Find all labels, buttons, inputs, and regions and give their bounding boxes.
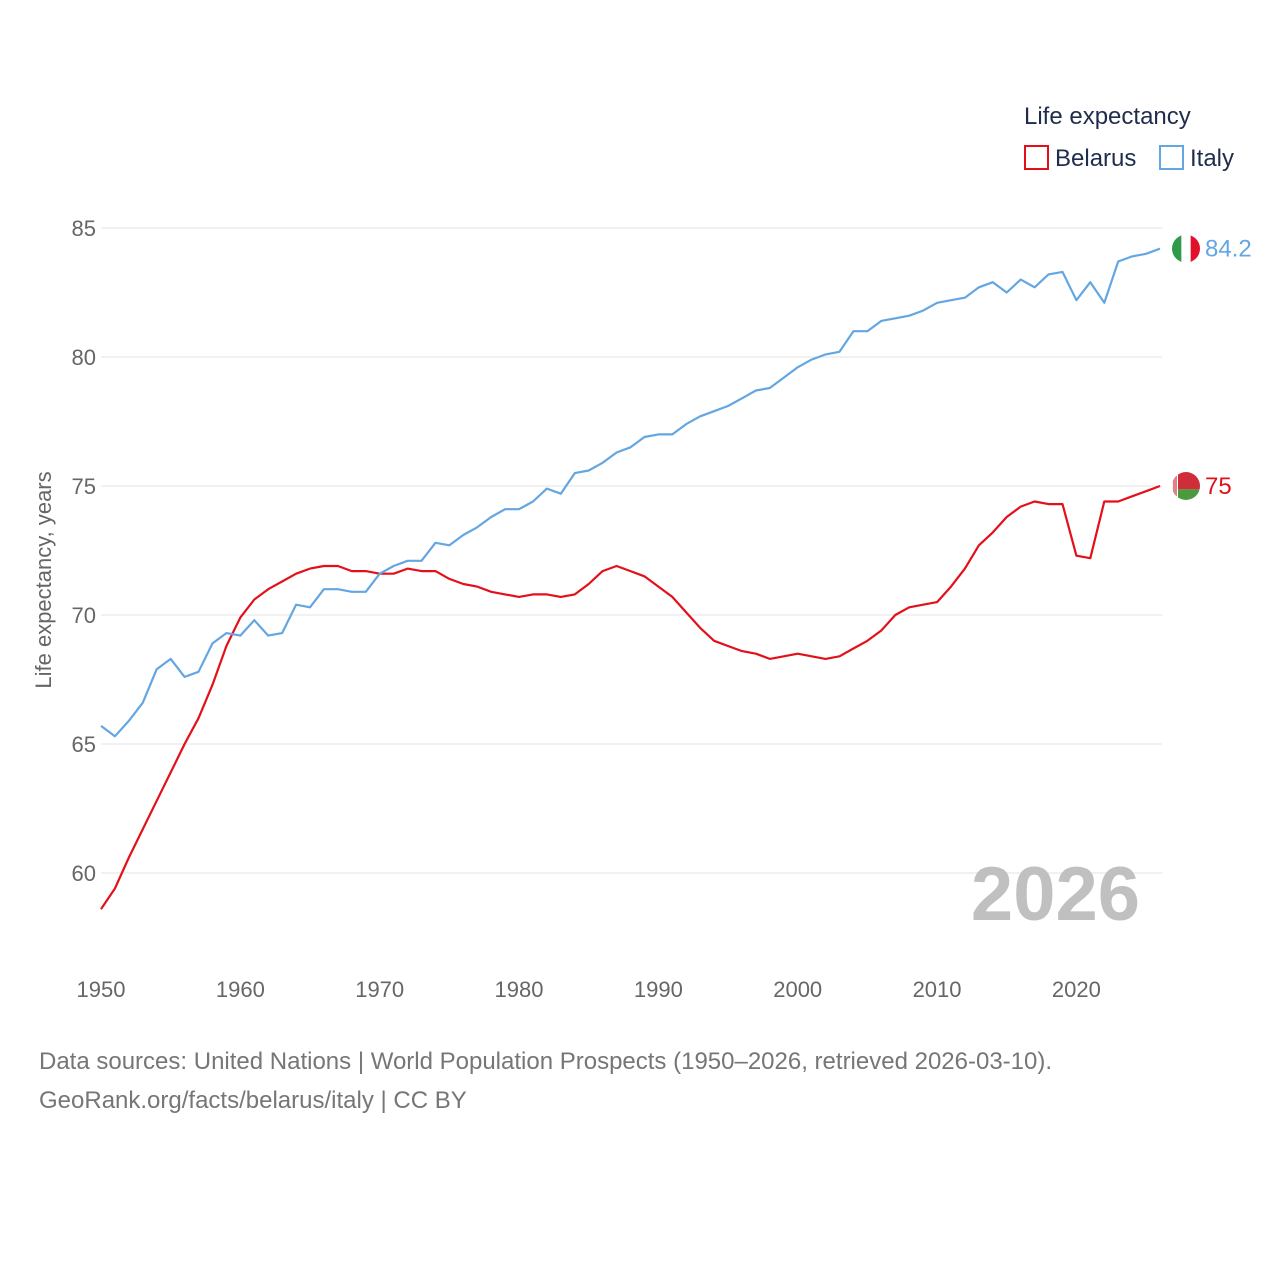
y-tick-label: 65: [72, 732, 96, 757]
series-lines: [100, 247, 1161, 910]
x-tick-label: 1950: [77, 977, 126, 1002]
y-tick-label: 70: [72, 603, 96, 628]
legend-item-belarus[interactable]: Belarus: [1024, 145, 1136, 172]
source-line-2: GeoRank.org/facts/belarus/italy | CC BY: [39, 1087, 467, 1114]
end-value-belarus: 75: [1205, 473, 1232, 500]
belarus-flag-icon: [1172, 472, 1200, 500]
x-tick-label: 1970: [355, 977, 404, 1002]
x-tick-label: 2020: [1052, 977, 1101, 1002]
x-tick-label: 1960: [216, 977, 265, 1002]
grid-lines: [101, 227, 1162, 874]
legend: Life expectancy Belarus Italy: [1024, 103, 1234, 172]
legend-swatch-belarus: [1024, 145, 1049, 170]
italy-flag-icon: [1172, 234, 1200, 263]
y-tick-label: 75: [72, 474, 96, 499]
legend-swatch-italy: [1159, 145, 1184, 170]
y-tick-label: 80: [72, 345, 96, 370]
legend-label-italy: Italy: [1190, 145, 1234, 172]
y-axis-ticks: 60 65 70 75 80 85: [72, 216, 96, 886]
source-note: Data sources: United Nations | World Pop…: [39, 1042, 1052, 1120]
year-watermark: 2026: [971, 852, 1140, 937]
source-line-1: Data sources: United Nations | World Pop…: [39, 1048, 1053, 1075]
legend-title: Life expectancy: [1024, 103, 1191, 130]
x-tick-label: 1980: [495, 977, 544, 1002]
y-tick-label: 85: [72, 216, 96, 241]
series-line-belarus: [100, 484, 1161, 910]
legend-label-belarus: Belarus: [1055, 145, 1136, 172]
y-axis-label: Life expectancy, years: [31, 471, 56, 688]
x-tick-label: 2010: [913, 977, 962, 1002]
legend-item-italy[interactable]: Italy: [1159, 145, 1234, 172]
series-line-italy: [100, 247, 1161, 738]
y-tick-label: 60: [72, 861, 96, 886]
x-tick-label: 1990: [634, 977, 683, 1002]
end-value-italy: 84.2: [1205, 236, 1252, 263]
x-tick-label: 2000: [773, 977, 822, 1002]
x-axis-ticks: 1950 1960 1970 1980 1990 2000 2010 2020: [77, 977, 1101, 1002]
